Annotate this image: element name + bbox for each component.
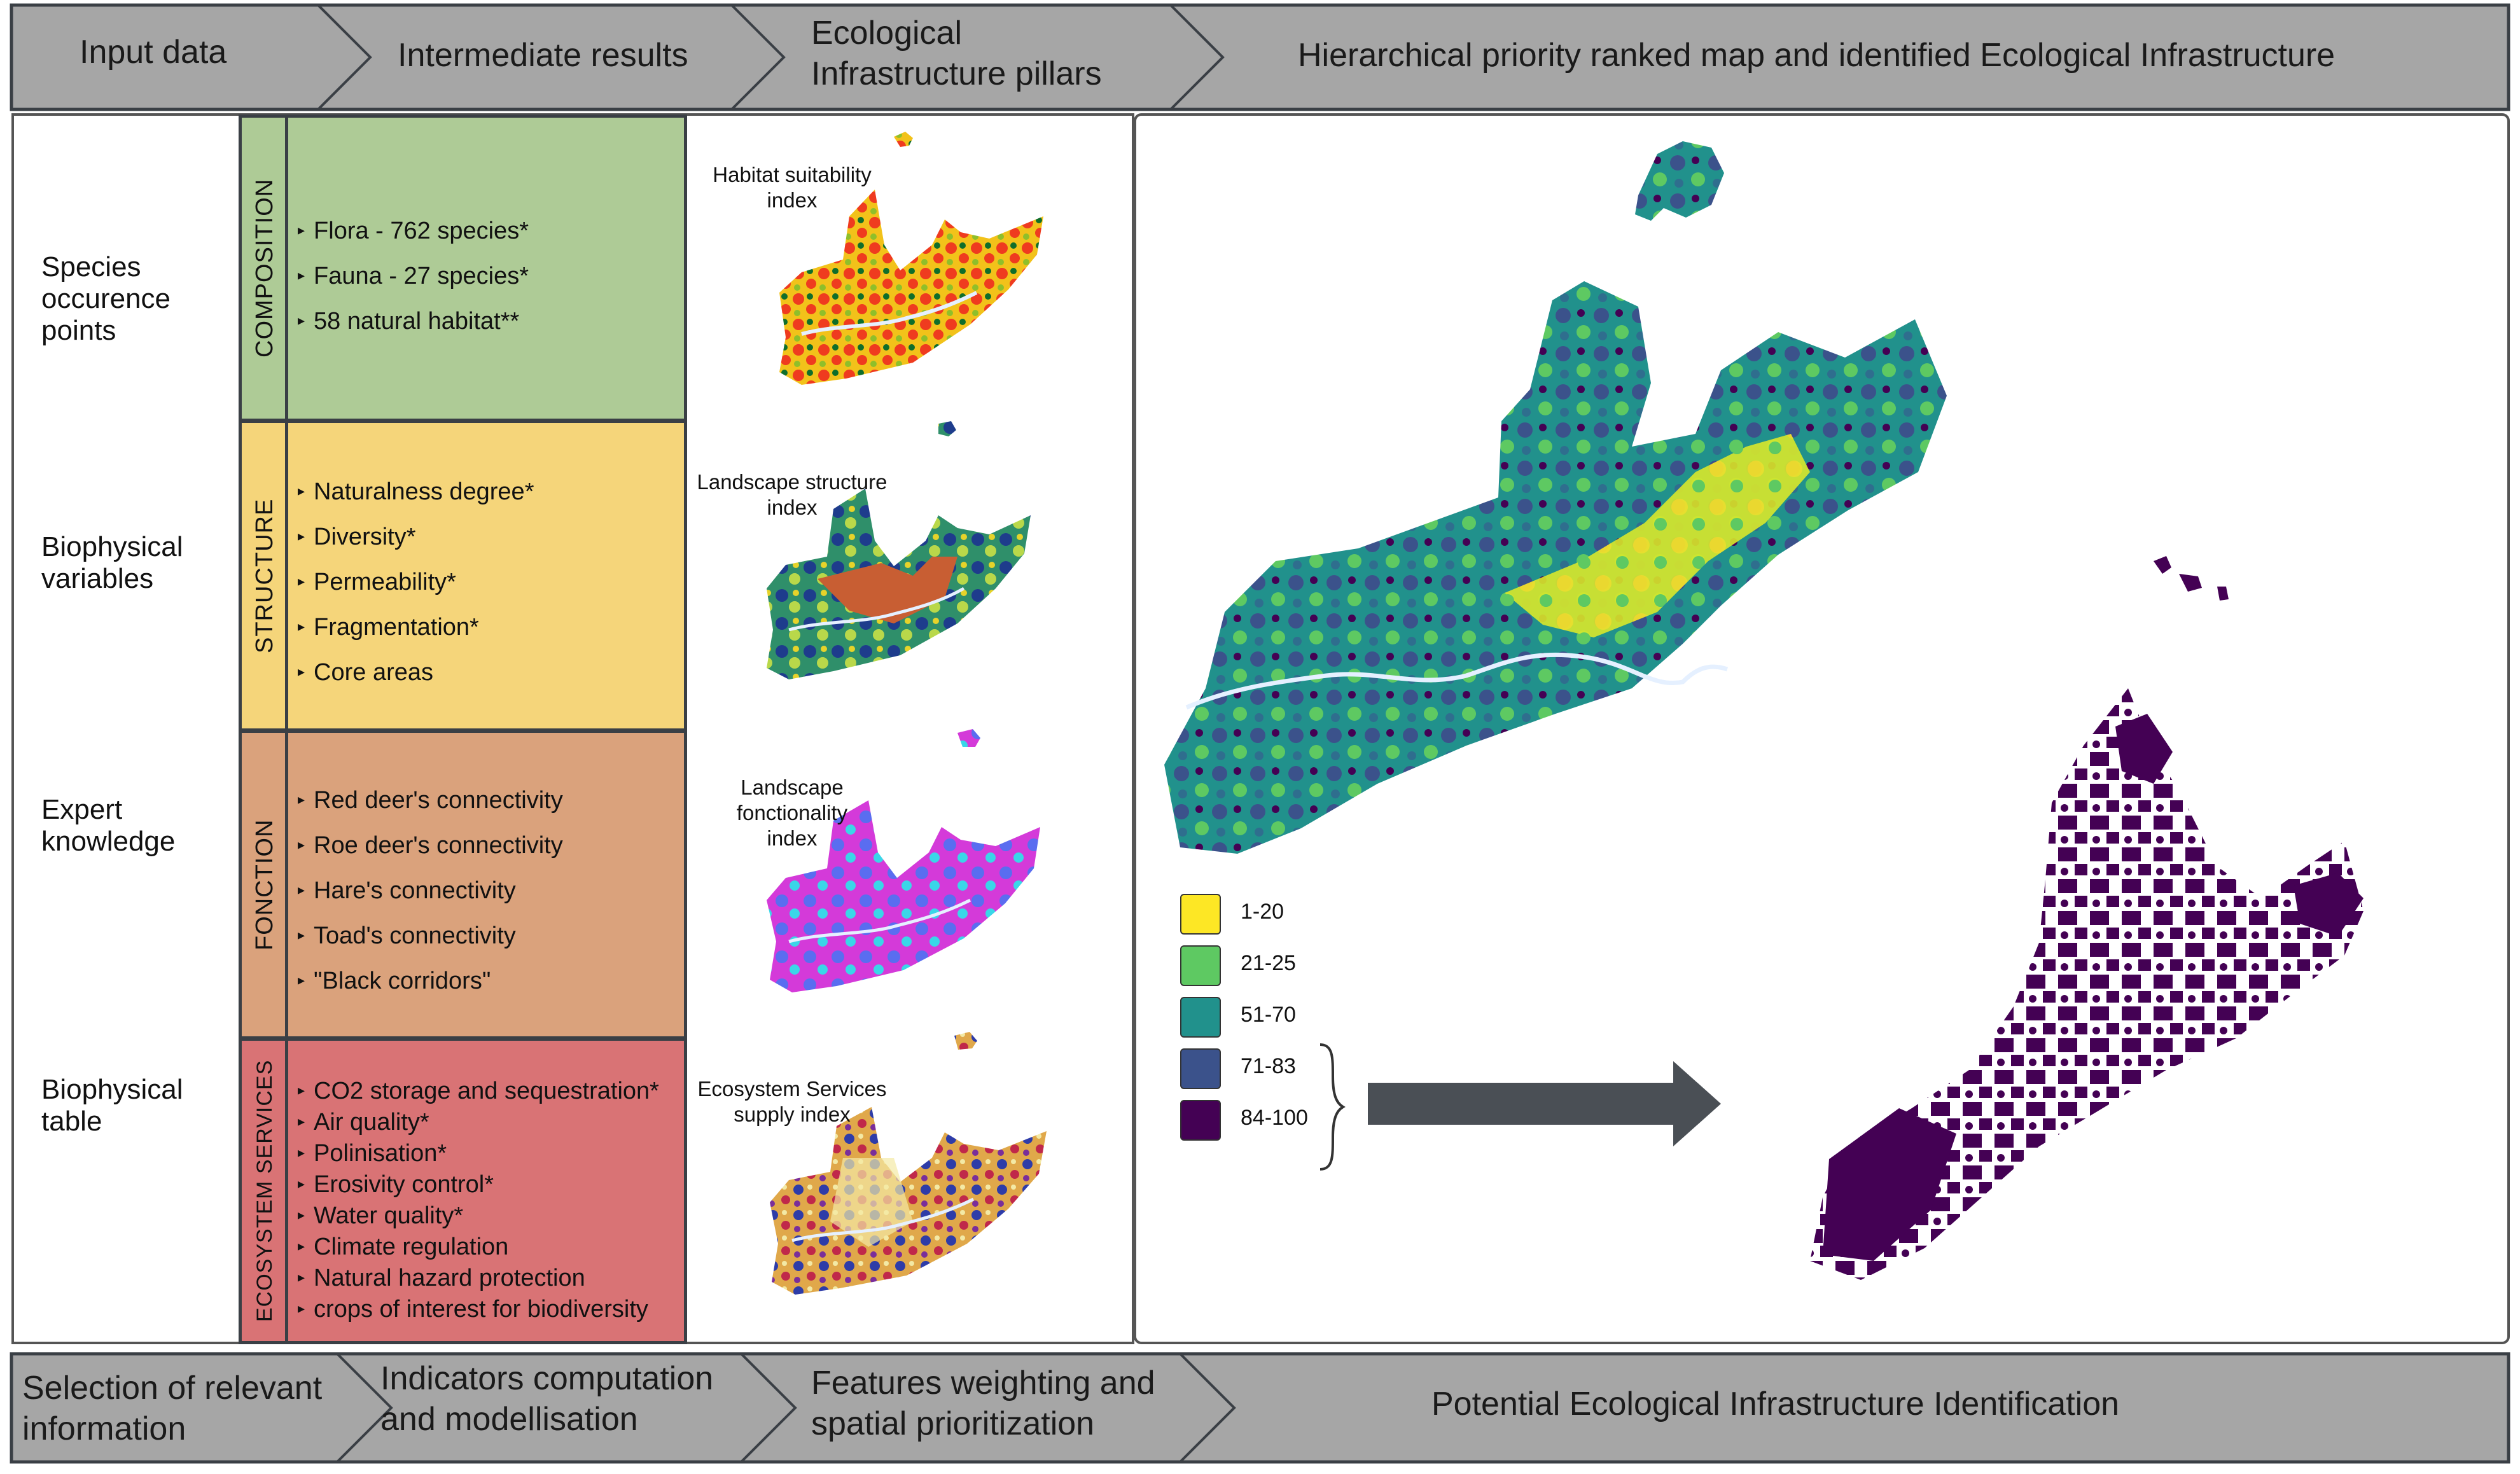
structure-map-label: Landscape structure index [697, 470, 888, 519]
ecosystem-item: crops of interest for biodiversity [298, 1295, 659, 1326]
input-expert-knowledge: Expert knowledge [41, 794, 176, 857]
step-divider-3 [1169, 4, 1225, 111]
footer-step-indicators: Indicators computation and modellisation [380, 1360, 714, 1438]
structure-item: Core areas [298, 651, 534, 697]
fonction-item: Roe deer's connectivity [298, 824, 563, 870]
priority-ranked-map [1164, 141, 2363, 1280]
pillar-fonction-label: FONCTION [251, 819, 278, 950]
ecosystem-item: Natural hazard protection [298, 1264, 659, 1295]
step-divider-2 [730, 4, 786, 111]
header-step-pillars: Ecological Infrastructure pillars [811, 15, 1102, 92]
fonction-item: Hare's connectivity [298, 870, 563, 915]
pillar-composition-label: COMPOSITION [251, 178, 278, 358]
fonction-item: Toad's connectivity [298, 915, 563, 960]
header-step-intermediate: Intermediate results [398, 37, 688, 74]
structure-item: Permeability* [298, 561, 534, 606]
bottom-process-header [10, 1352, 2510, 1464]
legend-label-71-83: 71-83 [1241, 1054, 1296, 1078]
ecosystem-item: Climate regulation [298, 1233, 659, 1264]
right-panel-frame [1134, 113, 2510, 1344]
legend-label-51-70: 51-70 [1241, 1003, 1296, 1027]
header-step-input: Input data [80, 34, 227, 71]
ecosystem-item: CO2 storage and sequestration* [298, 1077, 659, 1108]
top-process-header [10, 3, 2510, 111]
ranked-map-top [1164, 141, 2229, 854]
landscape-structure-map [767, 421, 1031, 679]
fonctionality-map-label: Landscape fonctionality index [736, 775, 848, 850]
pillar-ecosystem-label: ECOSYSTEM SERVICES [253, 1059, 277, 1323]
landscape-fonctionality-map [767, 729, 1040, 992]
fonction-item: "Black corridors" [298, 960, 563, 1005]
input-species-points: Species occurence points [41, 251, 171, 346]
ecosystem-item: Air quality* [298, 1108, 659, 1139]
structure-list: Naturalness degree* Diversity* Permeabil… [298, 471, 534, 697]
legend-swatch-21-25 [1180, 945, 1221, 986]
legend-label-84-100: 84-100 [1241, 1106, 1308, 1130]
legend-label-21-25: 21-25 [1241, 951, 1296, 975]
pillar-structure-label: STRUCTURE [251, 498, 278, 653]
habitat-suitability-map [779, 132, 1043, 385]
ecosystem-item: Water quality* [298, 1202, 659, 1233]
composition-list: Flora - 762 species* Fauna - 27 species*… [298, 210, 529, 345]
legend-swatch-84-100 [1180, 1100, 1221, 1141]
legend-swatch-71-83 [1180, 1048, 1221, 1089]
transform-arrow [1368, 1061, 1721, 1146]
legend-swatch-1-20 [1180, 894, 1221, 935]
ecosystem-services-map [770, 1032, 1047, 1295]
ecosystem-item: Erosivity control* [298, 1171, 659, 1202]
fonction-list: Red deer's connectivity Roe deer's conne… [298, 779, 563, 1005]
ecosystem-list: CO2 storage and sequestration* Air quali… [298, 1077, 659, 1326]
ecosystem-map-label: Ecosystem Services supply index [697, 1077, 887, 1126]
structure-item: Fragmentation* [298, 606, 534, 651]
legend-swatch-51-70 [1180, 997, 1221, 1038]
ecosystem-item: Polinisation* [298, 1139, 659, 1171]
habitat-map-label: Habitat suitability index [713, 163, 872, 212]
legend-label-1-20: 1-20 [1241, 900, 1284, 924]
input-biophysical-variables: Biophysical variables [41, 531, 183, 594]
ecological-infrastructure-map [1810, 688, 2363, 1280]
footer-step-weighting: Features weighting and spatial prioritiz… [811, 1365, 1155, 1442]
legend-brace [1319, 1043, 1346, 1171]
composition-item: 58 natural habitat** [298, 300, 529, 345]
structure-item: Naturalness degree* [298, 471, 534, 516]
step-divider-1 [317, 4, 372, 111]
fonction-item: Red deer's connectivity [298, 779, 563, 824]
composition-item: Flora - 762 species* [298, 210, 529, 255]
pillar-maps-column [767, 132, 1047, 1295]
header-step-ranked-map: Hierarchical priority ranked map and ide… [1298, 37, 2336, 74]
input-biophysical-table: Biophysical table [41, 1074, 183, 1137]
composition-item: Fauna - 27 species* [298, 255, 529, 300]
structure-item: Diversity* [298, 516, 534, 561]
footer-step-identification: Potential Ecological Infrastructure Iden… [1431, 1386, 2120, 1422]
footer-step-selection: Selection of relevant information [22, 1370, 323, 1447]
